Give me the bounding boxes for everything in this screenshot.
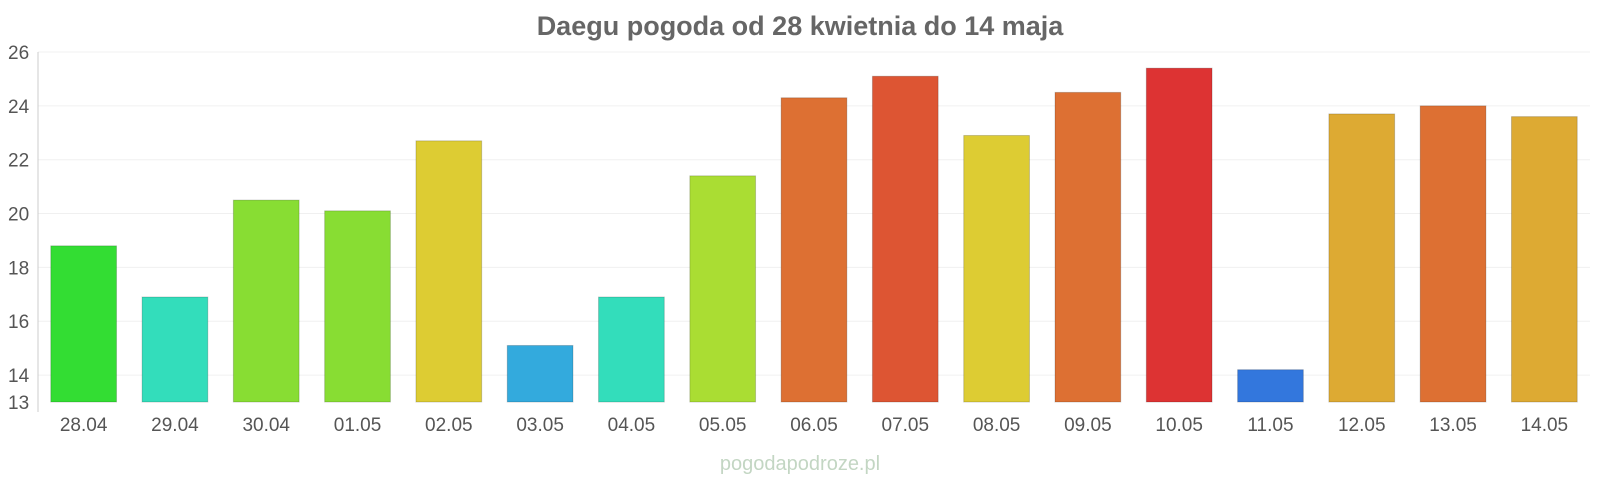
x-tick-label: 08.05 xyxy=(973,415,1021,436)
bar-11.05 xyxy=(1237,369,1304,403)
bar-01.05 xyxy=(324,210,391,403)
bar-06.05 xyxy=(780,97,848,403)
x-tick-label: 13.05 xyxy=(1429,415,1477,436)
y-tick-label: 13 xyxy=(8,393,29,414)
y-tick-label: 16 xyxy=(8,312,29,333)
x-tick-label: 03.05 xyxy=(516,415,564,436)
x-tick-label: 29.04 xyxy=(151,415,199,436)
x-tick-label: 04.05 xyxy=(608,415,656,436)
x-tick-label: 06.05 xyxy=(790,415,838,436)
x-tick-label: 07.05 xyxy=(882,415,930,436)
bar-02.05 xyxy=(415,140,483,403)
x-tick-label: 30.04 xyxy=(242,415,290,436)
x-axis-labels: 28.04 29.04 30.04 01.05 02.05 03.05 04.05 05.05… xyxy=(60,415,1568,436)
y-axis-labels: 13 14 16 18 20 22 24 26 xyxy=(8,43,30,414)
chart-title: Daegu pogoda od 28 kwietnia do 14 maja xyxy=(537,11,1065,41)
bar-03.05 xyxy=(506,344,574,403)
bar-12.05 xyxy=(1328,113,1396,403)
bar-30.04 xyxy=(232,199,300,403)
bar-08.05 xyxy=(963,134,1030,403)
x-tick-label: 14.05 xyxy=(1521,415,1569,436)
x-tick-label: 10.05 xyxy=(1155,415,1203,436)
y-tick-label: 24 xyxy=(8,97,30,118)
x-tick-label: 28.04 xyxy=(60,415,108,436)
bar-14.05 xyxy=(1510,116,1578,403)
y-tick-label: 20 xyxy=(8,205,29,226)
bar-13.05 xyxy=(1419,105,1487,403)
bars xyxy=(50,67,1578,403)
y-tick-label: 26 xyxy=(8,43,29,64)
bar-04.05 xyxy=(598,296,665,403)
x-tick-label: 02.05 xyxy=(425,415,473,436)
x-tick-label: 11.05 xyxy=(1247,415,1293,436)
x-tick-label: 01.05 xyxy=(334,415,382,436)
bar-09.05 xyxy=(1054,91,1122,403)
x-tick-label: 05.05 xyxy=(699,415,747,436)
y-tick-label: 18 xyxy=(8,258,29,279)
bar-28.04 xyxy=(50,245,118,403)
bar-07.05 xyxy=(871,75,939,403)
y-tick-label: 14 xyxy=(8,366,30,387)
x-tick-label: 09.05 xyxy=(1064,415,1112,436)
bar-29.04 xyxy=(141,296,209,403)
watermark: pogodapodroze.pl xyxy=(720,453,880,475)
y-tick-label: 22 xyxy=(8,151,29,172)
bar-10.05 xyxy=(1145,67,1213,403)
bar-05.05 xyxy=(689,175,757,403)
x-tick-label: 12.05 xyxy=(1338,415,1386,436)
